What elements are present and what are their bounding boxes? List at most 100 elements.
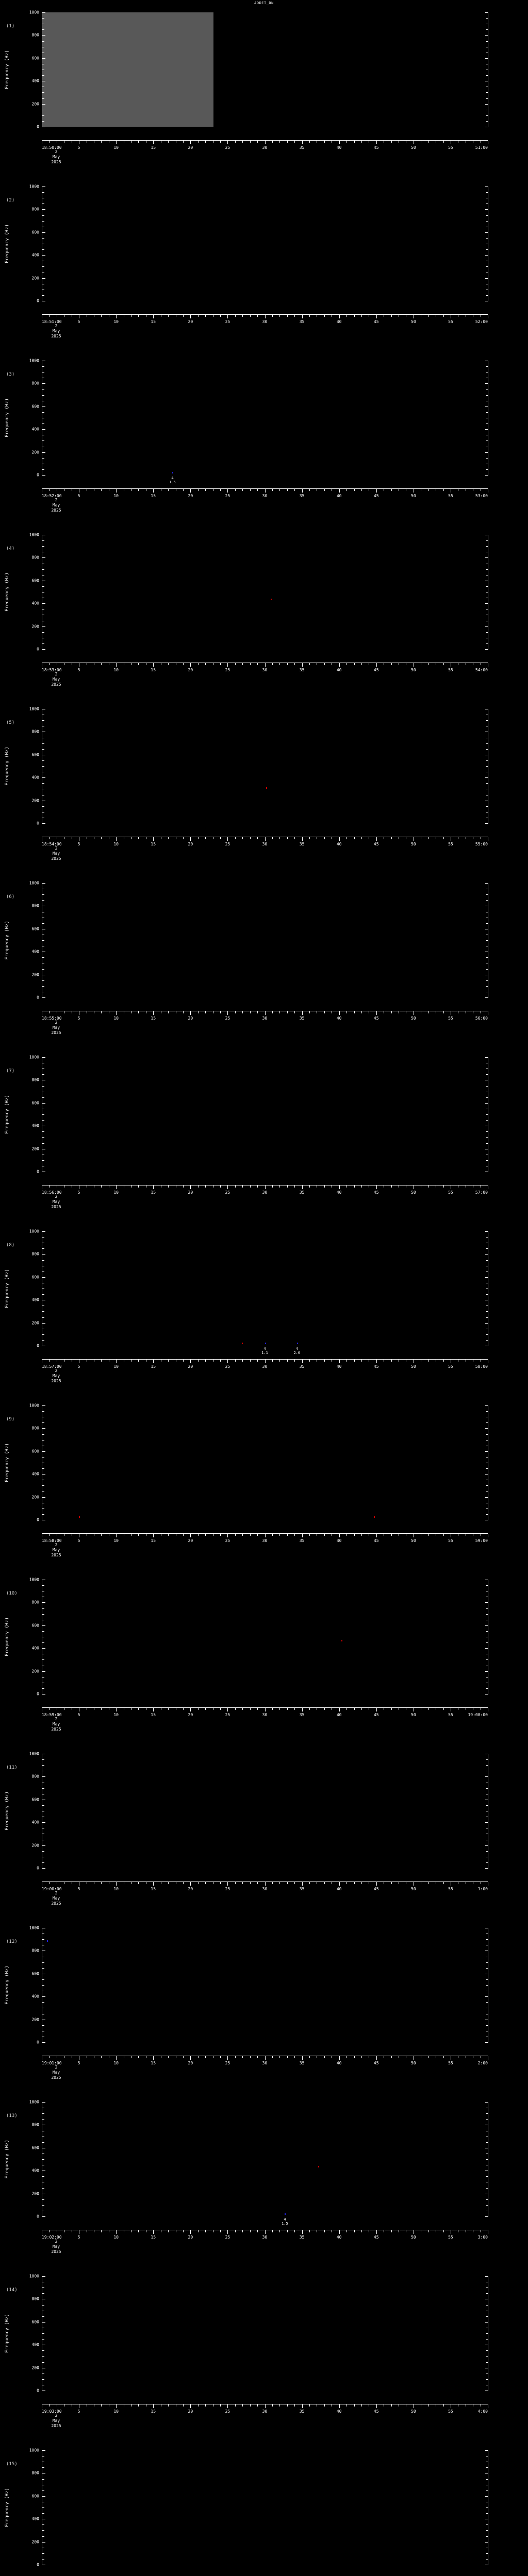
x-axis-tick: [116, 2056, 117, 2060]
event-marker: [241, 1343, 243, 1345]
x-axis-tick: [250, 663, 251, 665]
x-axis-tick-label: 5: [77, 842, 80, 846]
x-axis-start-label: 18:55:00: [42, 1016, 62, 1021]
x-axis-tick: [339, 663, 340, 667]
x-axis-tick-label: 45: [373, 2235, 379, 2240]
x-axis-tick: [272, 2056, 273, 2058]
x-axis-tick: [197, 2056, 199, 2058]
x-axis-tick: [294, 1011, 295, 1013]
y-axis-tick: [486, 41, 488, 42]
x-axis-tick: [168, 837, 169, 839]
x-axis-tick: [265, 1011, 266, 1015]
x-axis-tick: [190, 663, 191, 667]
y-axis-tick-label: 600: [31, 926, 39, 931]
y-axis-tick-label: 400: [31, 252, 39, 258]
x-axis-tick: [376, 315, 377, 318]
y-axis-tick-label: 1000: [29, 2448, 39, 2453]
x-axis: 18:51:00 5 10 15 20 25 30 35 40 45 50 55 52:00: [42, 314, 488, 324]
x-axis-tick: [339, 1011, 340, 1015]
x-axis-tick: [116, 2404, 117, 2408]
x-axis-tick-label: 50: [411, 2235, 416, 2240]
event-marker-label: 4 1.5: [169, 476, 176, 484]
x-axis-date: 2 May 2025: [42, 2239, 71, 2255]
y-axis-tick: [486, 469, 488, 470]
x-axis-tick: [168, 315, 169, 317]
y-axis-tick: [486, 249, 488, 250]
x-axis-tick: [443, 2056, 444, 2058]
y-axis-tick: [42, 766, 44, 767]
y-axis-tick-label: 600: [31, 56, 39, 61]
x-axis-tick: [242, 1185, 243, 1188]
x-axis-tick: [250, 1185, 251, 1188]
x-axis-date-line: May: [52, 677, 60, 682]
y-axis-tick: [42, 1405, 45, 1406]
x-axis-date: 2 May 2025: [42, 1368, 71, 1384]
y-axis-tick: [486, 2113, 488, 2114]
x-axis-tick: [235, 1882, 236, 1884]
y-axis-tick-label: 600: [31, 1623, 39, 1628]
x-axis-tick-label: 15: [151, 1713, 156, 1717]
y-axis-tick: [485, 2450, 488, 2451]
x-axis-tick-label: 15: [151, 319, 156, 324]
y-axis-tick: [42, 295, 44, 296]
x-axis-tick: [153, 489, 154, 493]
x-axis-tick: [183, 1534, 184, 1536]
x-axis-tick: [272, 2404, 273, 2406]
x-axis-date-line: May: [52, 503, 60, 507]
x-axis-tick: [428, 2056, 429, 2058]
panel-number: (3): [6, 372, 15, 377]
x-axis-tick: [324, 1011, 325, 1013]
x-axis-tick: [138, 1011, 139, 1013]
x-axis-tick-label: 50: [411, 1713, 416, 1717]
y-axis-tick: [485, 1231, 488, 1232]
x-axis-tick: [324, 1882, 325, 1884]
y-axis-tick: [42, 2176, 44, 2177]
y-axis-tick: [42, 2142, 44, 2143]
x-axis-date-line: 2025: [51, 682, 61, 687]
x-axis-tick: [287, 1185, 288, 1188]
y-axis-tick-label: 1000: [29, 1577, 39, 1582]
y-axis-tick: [42, 457, 44, 459]
x-axis-tick-label: 10: [113, 842, 119, 846]
x-axis-tick: [183, 1708, 184, 1710]
x-axis-tick: [428, 489, 429, 491]
x-axis-tick: [257, 2230, 258, 2232]
y-axis-tick: [485, 2321, 488, 2323]
x-axis-date-line: 2: [55, 1020, 58, 1025]
y-axis-tick: [42, 2530, 44, 2531]
plot-area: 4 1.5: [42, 361, 488, 484]
x-axis-tick-label: 25: [225, 1016, 230, 1021]
y-axis-tick: [42, 1939, 44, 1940]
y-axis-tick: [42, 632, 44, 633]
x-axis-start-label: 18:50:00: [42, 145, 62, 150]
x-axis-tick: [190, 1708, 191, 1711]
x-axis-tick: [391, 489, 392, 491]
x-axis-tick: [242, 489, 243, 491]
x-axis-tick-label: 30: [262, 1887, 268, 1891]
x-axis-tick-label: 35: [299, 494, 305, 498]
plot-area: [42, 1580, 488, 1694]
y-axis-tick: [42, 2025, 44, 2026]
x-axis-start-label: 18:52:00: [42, 494, 62, 498]
y-axis-tick: [486, 969, 488, 970]
x-axis-tick-label: 20: [188, 1713, 193, 1717]
y-axis-tick-label: 800: [31, 729, 39, 734]
x-axis-tick-label: 25: [225, 842, 230, 846]
y-axis-tick: [486, 1631, 488, 1632]
x-axis-tick: [138, 1534, 139, 1536]
y-axis-tick: [42, 1231, 45, 1232]
x-axis-tick-label: 50: [411, 1016, 416, 1021]
x-axis-date: 2 May 2025: [42, 1020, 71, 1036]
y-axis-tick-label: 200: [31, 1320, 39, 1326]
x-axis-date-line: May: [52, 2418, 60, 2423]
x-axis-tick: [242, 2404, 243, 2406]
x-axis-tick: [190, 1360, 191, 1363]
y-axis-tick: [486, 1985, 488, 1986]
y-axis-tick: [42, 1237, 44, 1238]
event-marker: [265, 1343, 266, 1345]
x-axis-tick-label: 15: [151, 1364, 156, 1369]
y-axis-tick-label: 800: [31, 903, 39, 908]
y-axis-tick: [485, 452, 488, 453]
x-axis-tick-label: 20: [188, 1887, 193, 1891]
y-axis-tick: [486, 743, 488, 744]
